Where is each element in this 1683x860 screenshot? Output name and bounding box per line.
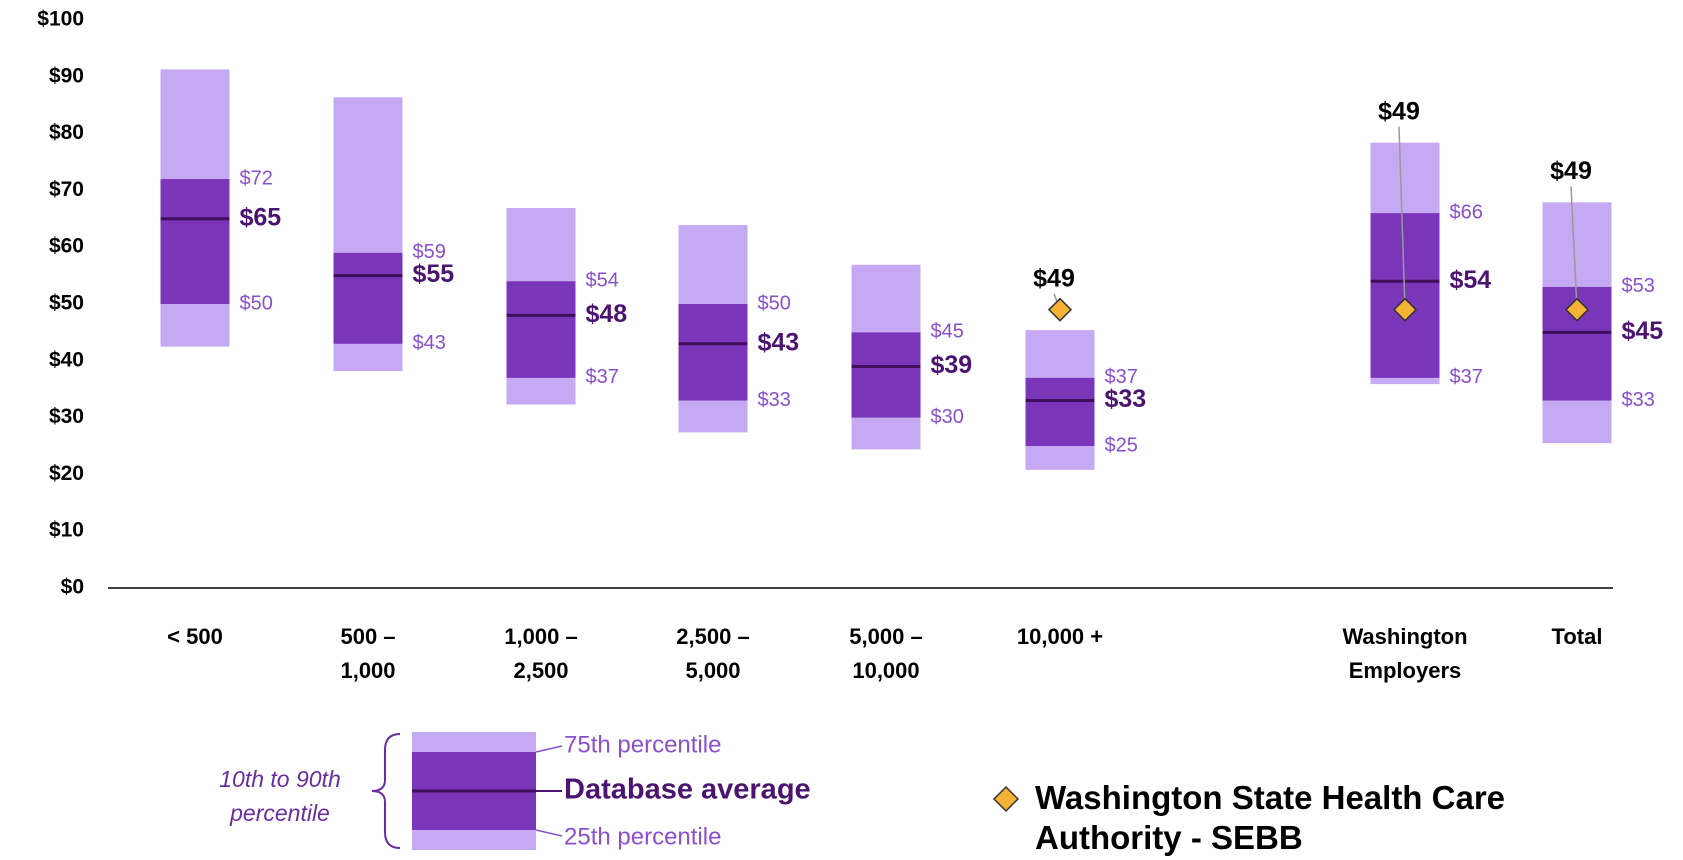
y-tick-label: $90 bbox=[49, 64, 84, 87]
sebb-marker bbox=[1564, 297, 1590, 322]
y-tick-label: $70 bbox=[49, 178, 84, 201]
p25-label: $50 bbox=[240, 292, 273, 314]
x-tick-label: Total bbox=[1551, 624, 1603, 649]
sebb-legend-label: Washington State Health Care Authority -… bbox=[1035, 779, 1506, 856]
average-label: $65 bbox=[240, 203, 282, 231]
p25-label: $43 bbox=[413, 332, 446, 354]
y-tick-label: $80 bbox=[49, 121, 84, 144]
legend-leader bbox=[535, 829, 563, 837]
y-tick-label: $0 bbox=[61, 576, 84, 599]
p25-label: $30 bbox=[931, 406, 964, 428]
legend-p75: 75th percentile bbox=[564, 731, 721, 758]
average-label: $33 bbox=[1105, 385, 1147, 413]
sebb-label: $49 bbox=[1033, 264, 1075, 292]
interquartile-bar bbox=[678, 304, 748, 401]
average-label: $54 bbox=[1450, 266, 1492, 294]
sebb-label: $49 bbox=[1550, 157, 1592, 185]
p75-label: $50 bbox=[758, 292, 791, 314]
interquartile-bar bbox=[1025, 377, 1095, 446]
sebb-marker bbox=[1392, 297, 1418, 322]
p25-label: $25 bbox=[1105, 434, 1138, 456]
p75-label: $72 bbox=[240, 167, 273, 189]
y-tick-label: $60 bbox=[49, 235, 84, 258]
sebb-leader bbox=[1398, 126, 1406, 310]
y-tick-label: $20 bbox=[49, 462, 84, 485]
x-tick-label: 10,000 + bbox=[1016, 624, 1104, 649]
average-label: $45 bbox=[1622, 317, 1664, 345]
interquartile-bar bbox=[506, 281, 576, 378]
p25-label: $33 bbox=[1622, 389, 1655, 411]
sebb-label: $49 bbox=[1378, 97, 1420, 125]
interquartile-bar bbox=[160, 179, 230, 304]
x-tick-label: < 500 bbox=[167, 624, 223, 649]
legend-leader bbox=[535, 745, 563, 753]
p75-label: $45 bbox=[931, 321, 964, 343]
legend-sebb-marker bbox=[992, 785, 1020, 813]
p75-label: $37 bbox=[1105, 366, 1138, 388]
y-tick-label: $40 bbox=[49, 348, 84, 371]
p75-label: $53 bbox=[1622, 275, 1655, 297]
sebb-marker bbox=[1047, 297, 1073, 322]
x-tick-label: 5,000 – 10,000 bbox=[849, 624, 923, 683]
y-tick-label: $10 bbox=[49, 519, 84, 542]
average-label: $39 bbox=[931, 351, 973, 379]
x-tick-label: 1,000 – 2,500 bbox=[504, 624, 578, 683]
interquartile-bar bbox=[333, 252, 403, 344]
sebb-leader bbox=[1570, 186, 1578, 310]
p25-label: $37 bbox=[1450, 366, 1483, 388]
p75-label: $66 bbox=[1450, 201, 1483, 223]
legend-p25: 25th percentile bbox=[564, 823, 721, 850]
p75-label: $59 bbox=[413, 241, 446, 263]
legend-average: Database average bbox=[564, 774, 811, 806]
average-label: $55 bbox=[413, 260, 455, 288]
y-tick-label: $30 bbox=[49, 405, 84, 428]
p25-label: $37 bbox=[586, 366, 619, 388]
range-legend-label: 10th to 90th percentile bbox=[219, 766, 341, 826]
y-tick-label: $100 bbox=[37, 8, 84, 31]
x-tick-label: Washington Employers bbox=[1342, 624, 1468, 683]
p25-label: $33 bbox=[758, 389, 791, 411]
interquartile-bar bbox=[851, 332, 921, 418]
y-tick-label: $50 bbox=[49, 292, 84, 315]
p75-label: $54 bbox=[586, 270, 619, 292]
x-tick-label: 2,500 – 5,000 bbox=[676, 624, 750, 683]
legend-brace bbox=[371, 733, 401, 849]
average-label: $43 bbox=[758, 328, 800, 356]
average-label: $48 bbox=[586, 300, 628, 328]
x-tick-label: 500 – 1,000 bbox=[340, 624, 396, 683]
